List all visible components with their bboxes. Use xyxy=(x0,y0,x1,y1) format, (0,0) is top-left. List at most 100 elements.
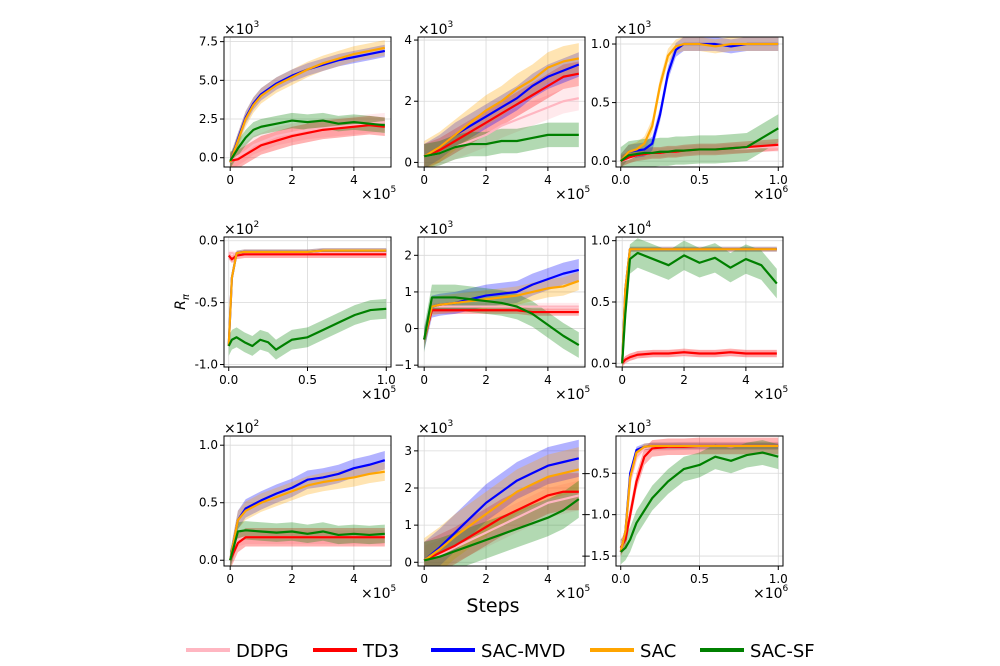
series-line-sac-sf xyxy=(227,307,387,351)
x-multiplier-exponent: 6 xyxy=(783,185,789,195)
y-multiplier-exponent: 4 xyxy=(646,220,652,230)
y-multiplier-exponent: 3 xyxy=(254,20,260,30)
panel-grid: 0 2 4 0.0 2.5 5.0 7.5 ×103 ×105 0 2 4 0 2 4 ×103 ×105 0.0… xyxy=(195,20,789,602)
x-tick-label: 0 xyxy=(226,572,234,586)
y-tick-label: 2 xyxy=(404,481,412,495)
series-line-ddpg xyxy=(229,121,385,164)
x-tick-label: 0.5 xyxy=(690,173,709,187)
legend-label: SAC xyxy=(640,641,676,662)
y-multiplier-exponent: 2 xyxy=(254,220,260,230)
series-line-sac-mvd xyxy=(229,459,386,561)
x-multiplier-exponent: 5 xyxy=(585,584,591,594)
x-tick-label: 1.0 xyxy=(769,173,788,187)
legend: DDPG TD3 SAC-MVD SAC SAC-SF xyxy=(186,641,815,662)
series-line-sac-sf xyxy=(229,119,385,162)
series-line-sac-sf xyxy=(621,251,778,364)
x-tick-label: 0.0 xyxy=(611,173,630,187)
legend-label: TD3 xyxy=(362,641,399,662)
series-line-sac-sf xyxy=(620,127,779,163)
band-td3 xyxy=(622,348,777,367)
y-tick-label: 0.0 xyxy=(199,234,218,248)
panel-row3-col1: 0 2 4 0.0 0.5 1.0 ×102 ×105 xyxy=(199,419,396,602)
x-multiplier: ×106 xyxy=(753,185,789,203)
y-multiplier-exponent: 3 xyxy=(646,20,652,30)
x-tick-label: 0.5 xyxy=(298,373,317,387)
y-tick-label: 0.0 xyxy=(591,154,610,168)
y-tick-label: 1.0 xyxy=(591,37,610,51)
band-td3 xyxy=(620,437,779,557)
series-line-td3 xyxy=(227,253,387,261)
x-multiplier: ×105 xyxy=(555,584,590,602)
y-tick-label: 0 xyxy=(404,555,412,569)
series-line-sac-sf xyxy=(620,451,779,553)
series-line-td3 xyxy=(423,72,580,158)
y-multiplier-exponent: 3 xyxy=(448,419,454,429)
series-line-ddpg xyxy=(423,305,579,340)
axes-frame xyxy=(417,236,586,368)
x-multiplier-exponent: 5 xyxy=(585,385,591,395)
x-multiplier: ×105 xyxy=(361,185,396,203)
x-tick-label: 0 xyxy=(420,173,428,187)
x-tick-label: 4 xyxy=(544,373,552,387)
legend-label: DDPG xyxy=(236,641,289,662)
x-multiplier-exponent: 5 xyxy=(391,385,397,395)
y-tick-label: 0.0 xyxy=(591,356,610,370)
x-tick-label: 1.0 xyxy=(769,572,788,586)
legend-label: SAC-MVD xyxy=(481,641,566,662)
x-axis-label: Steps xyxy=(466,595,519,617)
panel-row1-col1: 0 2 4 0.0 2.5 5.0 7.5 ×103 ×105 xyxy=(199,20,396,203)
x-multiplier-exponent: 6 xyxy=(783,584,789,594)
y-tick-label: 5.0 xyxy=(199,73,218,87)
y-multiplier: ×103 xyxy=(418,20,453,38)
y-axis-label: Rπ xyxy=(173,293,192,310)
series-line-td3 xyxy=(621,351,777,365)
y-multiplier: ×103 xyxy=(418,220,453,238)
svg-text:Rπ: Rπ xyxy=(173,293,192,310)
x-tick-label: 2 xyxy=(482,173,490,187)
x-tick-label: 2 xyxy=(288,173,296,187)
x-tick-label: 0 xyxy=(618,373,626,387)
x-tick-label: 4 xyxy=(350,572,358,586)
x-tick-label: 4 xyxy=(742,373,750,387)
y-tick-label: 1 xyxy=(404,285,412,299)
series-line-sac-sf xyxy=(229,529,385,561)
y-tick-label: 7.5 xyxy=(199,35,218,49)
series-line-td3 xyxy=(229,124,385,162)
y-multiplier: ×103 xyxy=(616,419,651,437)
y-multiplier-exponent: 2 xyxy=(254,419,260,429)
series-line-sac xyxy=(227,249,387,347)
y-axis-label-main: R xyxy=(173,300,189,310)
y-multiplier-exponent: 3 xyxy=(646,419,652,429)
y-multiplier: ×103 xyxy=(418,419,453,437)
band-sac-sf xyxy=(622,238,777,367)
x-multiplier: ×105 xyxy=(753,385,788,403)
series-line-sac xyxy=(229,470,385,561)
x-multiplier: ×105 xyxy=(361,385,396,403)
x-tick-label: 0 xyxy=(420,373,428,387)
x-tick-label: 0 xyxy=(226,173,234,187)
axes-frame xyxy=(223,36,392,168)
legend-entry-sac-mvd: SAC-MVD xyxy=(431,641,566,662)
series-line-sac xyxy=(619,444,779,553)
x-tick-label: 0 xyxy=(420,572,428,586)
band-sac xyxy=(424,447,579,566)
y-tick-label: 0.5 xyxy=(199,496,218,510)
y-tick-label: 1.0 xyxy=(591,234,610,248)
y-tick-label: −1.0 xyxy=(581,508,610,522)
x-multiplier-exponent: 5 xyxy=(783,385,789,395)
y-multiplier-exponent: 3 xyxy=(448,20,454,30)
y-tick-label: 1 xyxy=(404,518,412,532)
y-tick-label: −1 xyxy=(394,358,412,372)
panel-row2-col3: 0 2 4 0.0 0.5 1.0 ×104 ×105 xyxy=(591,220,788,403)
band-td3 xyxy=(230,115,385,167)
band-sac-sf xyxy=(424,122,579,167)
x-tick-label: 2 xyxy=(482,572,490,586)
legend-entry-td3: TD3 xyxy=(313,641,399,662)
y-multiplier: ×103 xyxy=(616,20,651,38)
y-tick-label: 2.5 xyxy=(199,112,218,126)
panel-row1-col2: 0 2 4 0 2 4 ×103 ×105 xyxy=(404,20,590,203)
band-sac xyxy=(230,40,385,167)
y-tick-label: 2 xyxy=(404,248,412,262)
band-sac xyxy=(230,462,385,566)
series-line-sac xyxy=(423,279,580,340)
